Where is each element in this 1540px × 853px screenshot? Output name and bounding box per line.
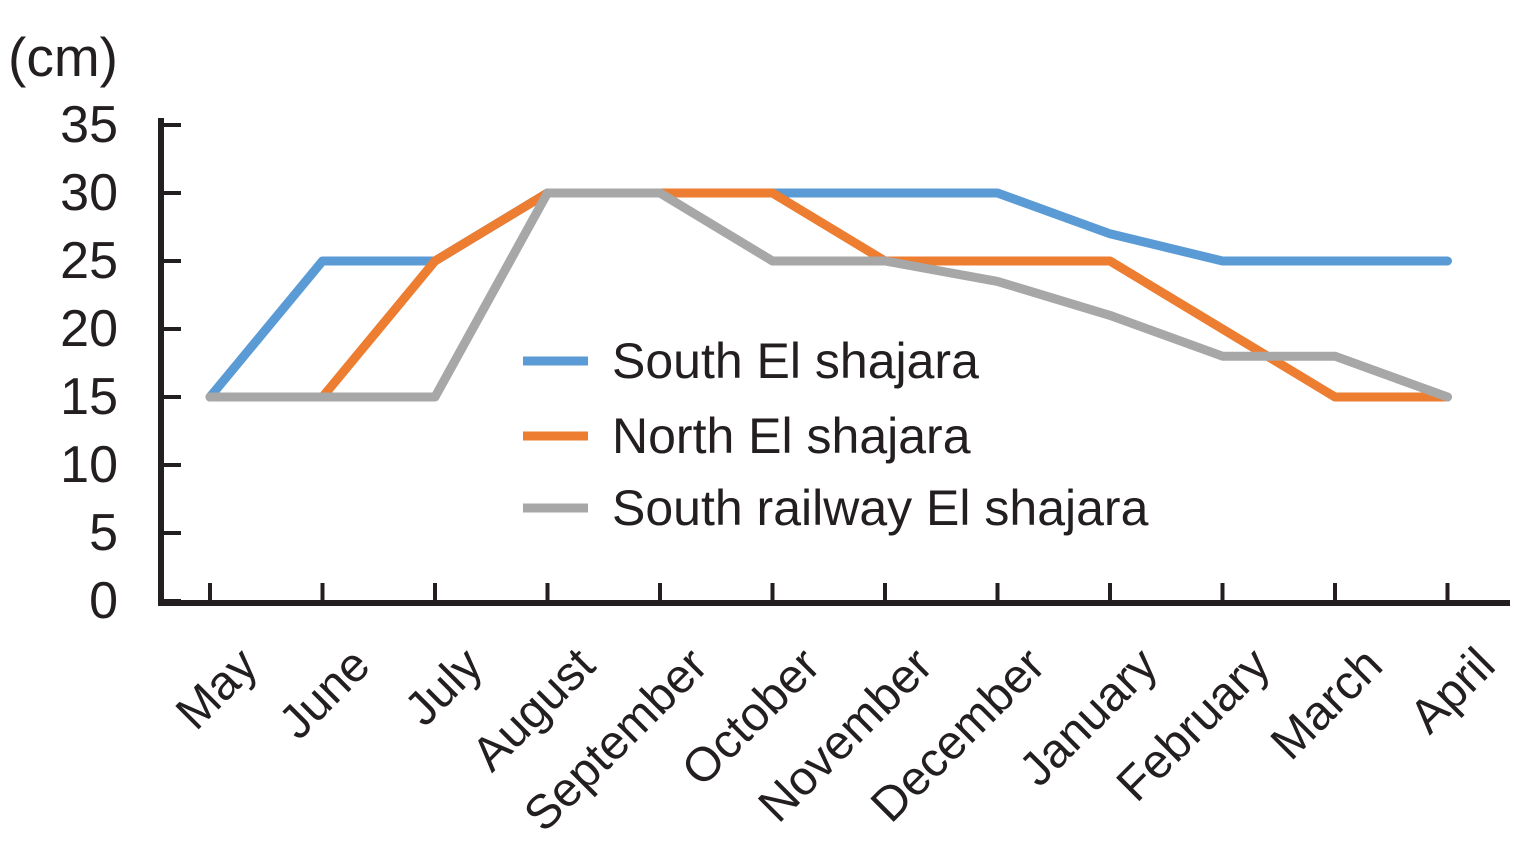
y-tick-label-30: 30 — [60, 164, 118, 222]
y-tick-label-15: 15 — [60, 368, 118, 426]
x-tick-label-april: April — [1400, 638, 1505, 743]
y-tick-label-10: 10 — [60, 436, 118, 494]
y-tick-label-0: 0 — [89, 572, 118, 630]
x-tick-label-june: June — [269, 638, 380, 749]
y-tick-label-20: 20 — [60, 300, 118, 358]
y-tick-label-25: 25 — [60, 232, 118, 290]
legend-label-north-el-shajara: North El shajara — [612, 408, 971, 464]
x-tick-label-may: May — [166, 638, 268, 740]
y-tick-label-5: 5 — [89, 504, 118, 562]
series-line-south-el-shajara — [205, 188, 1452, 402]
y-axis-unit-label: (cm) — [8, 26, 118, 88]
y-tick-label-35: 35 — [60, 96, 118, 154]
legend-label-south-railway-el-shajara: South railway El shajara — [612, 480, 1149, 536]
series-line-north-el-shajara — [205, 188, 1452, 402]
x-tick-label-july: July — [395, 638, 493, 736]
legend-label-south-el-shajara: South El shajara — [612, 333, 979, 389]
x-tick-label-march: March — [1261, 638, 1393, 770]
series-line-south-railway-el-shajara — [205, 188, 1452, 402]
